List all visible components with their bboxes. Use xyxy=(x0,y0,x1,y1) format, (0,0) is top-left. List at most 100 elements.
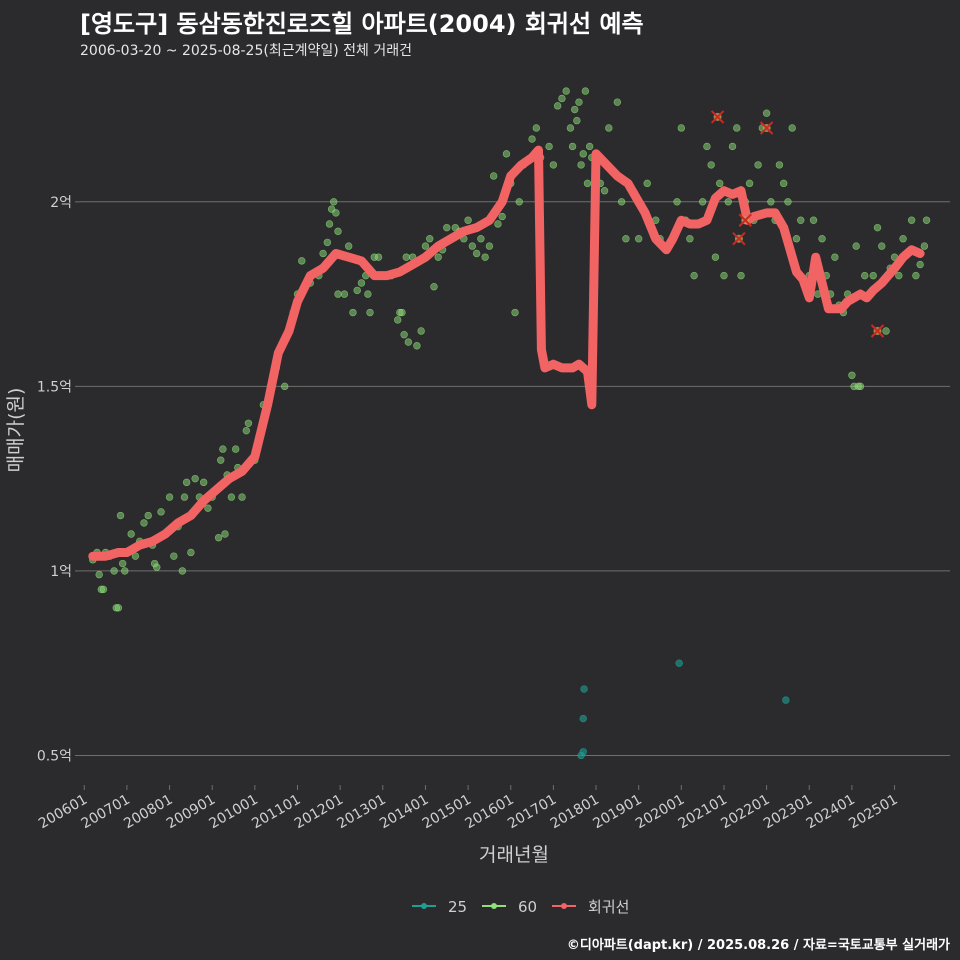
data-point-25 xyxy=(782,696,790,704)
data-point-60 xyxy=(330,198,338,206)
data-point-60 xyxy=(922,216,931,224)
data-point-25 xyxy=(675,659,683,667)
data-point-60 xyxy=(899,235,907,243)
data-point-60 xyxy=(323,238,332,247)
data-point-60 xyxy=(481,253,489,261)
data-point-60 xyxy=(532,124,541,132)
data-point-60 xyxy=(711,253,720,261)
data-point-60 xyxy=(549,161,558,169)
data-point-25 xyxy=(579,714,587,723)
data-point-60 xyxy=(494,220,502,228)
data-point-60 xyxy=(686,235,694,243)
data-point-60 xyxy=(698,198,707,206)
y-tick-label: 1.5억 xyxy=(37,379,72,395)
data-point-60 xyxy=(357,279,366,287)
data-point-60 xyxy=(182,478,191,487)
data-point-60 xyxy=(553,102,562,110)
regression-line-group xyxy=(88,145,925,561)
data-point-60 xyxy=(920,242,929,250)
data-point-60 xyxy=(907,216,916,224)
data-point-60 xyxy=(219,445,227,453)
data-point-60 xyxy=(191,474,199,483)
data-point-25 xyxy=(579,748,587,756)
data-point-60 xyxy=(792,235,801,243)
data-point-60 xyxy=(242,426,251,435)
data-point-60 xyxy=(153,563,161,571)
data-point-60 xyxy=(374,253,383,261)
data-point-60 xyxy=(797,216,805,224)
data-point-60 xyxy=(716,179,724,188)
data-point-60 xyxy=(244,419,253,427)
data-point-60 xyxy=(511,308,519,317)
regression-line xyxy=(88,145,925,561)
data-point-60 xyxy=(214,533,223,542)
data-point-60 xyxy=(724,198,732,206)
data-point-60 xyxy=(895,271,903,280)
data-point-60 xyxy=(613,98,622,106)
data-point-60 xyxy=(426,235,434,243)
data-point-60 xyxy=(204,504,212,512)
data-point-60 xyxy=(873,223,882,232)
legend-label: 25 xyxy=(448,898,467,916)
gridlines xyxy=(80,201,950,756)
data-point-60 xyxy=(187,548,195,557)
data-point-60 xyxy=(221,530,229,538)
outlier-cross xyxy=(710,110,725,124)
data-point-60 xyxy=(600,187,609,195)
legend: 25 60 회귀선 xyxy=(412,898,629,916)
outlier-marker xyxy=(732,232,746,246)
outlier-cross xyxy=(732,232,746,246)
data-point-60 xyxy=(831,253,839,261)
data-point-60 xyxy=(364,290,372,298)
y-axis-label: 매매가(원) xyxy=(5,388,27,473)
data-point-60 xyxy=(515,198,523,206)
data-point-60 xyxy=(852,242,860,250)
data-point-60 xyxy=(577,161,585,169)
outlier-marker xyxy=(710,110,725,124)
data-point-60 xyxy=(581,87,590,95)
y-axis-ticks: 0.5억 1억 1.5억 2억 xyxy=(37,195,80,764)
chart-subtitle: 2006-03-20 ~ 2025-08-25(최근계약일) 전체 거래건 xyxy=(80,43,412,59)
data-point-60 xyxy=(568,142,577,151)
data-point-60 xyxy=(779,179,788,188)
data-point-60 xyxy=(703,142,711,151)
y-tick-label: 0.5억 xyxy=(37,748,72,764)
data-point-60 xyxy=(99,585,108,594)
data-point-60 xyxy=(861,271,869,280)
data-point-60 xyxy=(118,559,127,568)
data-point-60 xyxy=(856,382,865,391)
data-point-60 xyxy=(180,493,189,501)
data-point-60 xyxy=(434,253,442,261)
data-point-60 xyxy=(583,179,592,188)
outlier-marker xyxy=(738,213,753,227)
source-caption: ©디아파트(dapt.kr) / 2025.08.26 / 자료=국토교통부 실… xyxy=(566,938,950,953)
data-point-60 xyxy=(762,109,771,117)
data-point-60 xyxy=(489,172,498,180)
legend-item: 회귀선 xyxy=(552,898,629,916)
data-point-60 xyxy=(165,493,174,501)
data-point-60 xyxy=(281,382,289,391)
data-point-60 xyxy=(571,105,579,114)
data-point-60 xyxy=(332,209,340,217)
data-point-60 xyxy=(545,142,553,151)
data-point-60 xyxy=(622,235,630,243)
data-point-60 xyxy=(605,124,613,132)
data-point-60 xyxy=(349,308,357,317)
data-point-60 xyxy=(848,371,856,379)
data-point-60 xyxy=(298,257,306,265)
data-point-60 xyxy=(340,290,349,298)
data-point-60 xyxy=(217,456,225,464)
y-tick-label: 2억 xyxy=(50,195,72,211)
legend-item: 25 xyxy=(412,898,467,916)
data-point-60 xyxy=(728,142,737,151)
data-point-60 xyxy=(562,87,570,95)
data-point-60 xyxy=(707,161,715,169)
data-point-60 xyxy=(95,570,103,579)
data-point-60 xyxy=(199,478,208,487)
data-point-60 xyxy=(319,249,327,258)
data-point-60 xyxy=(737,271,745,280)
data-point-60 xyxy=(916,260,924,269)
data-point-60 xyxy=(178,567,187,575)
data-point-60 xyxy=(585,142,594,151)
